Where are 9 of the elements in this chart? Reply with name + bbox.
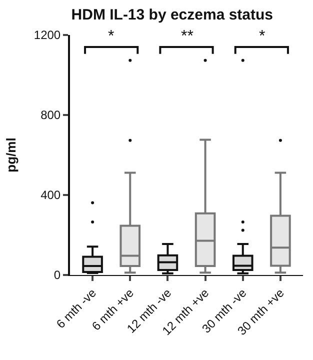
y-axis-title: pg/ml [3,138,18,172]
y-tick-label: 800 [40,108,61,122]
annotation: * [259,28,266,45]
y-tick-label: 400 [40,188,61,202]
y-tick-label: 1200 [34,28,61,42]
y-tick-label: 0 [54,268,61,282]
annotation: ** [181,28,194,45]
annotation: * [108,28,114,45]
chart-title: HDM IL-13 by eczema status [71,6,274,24]
